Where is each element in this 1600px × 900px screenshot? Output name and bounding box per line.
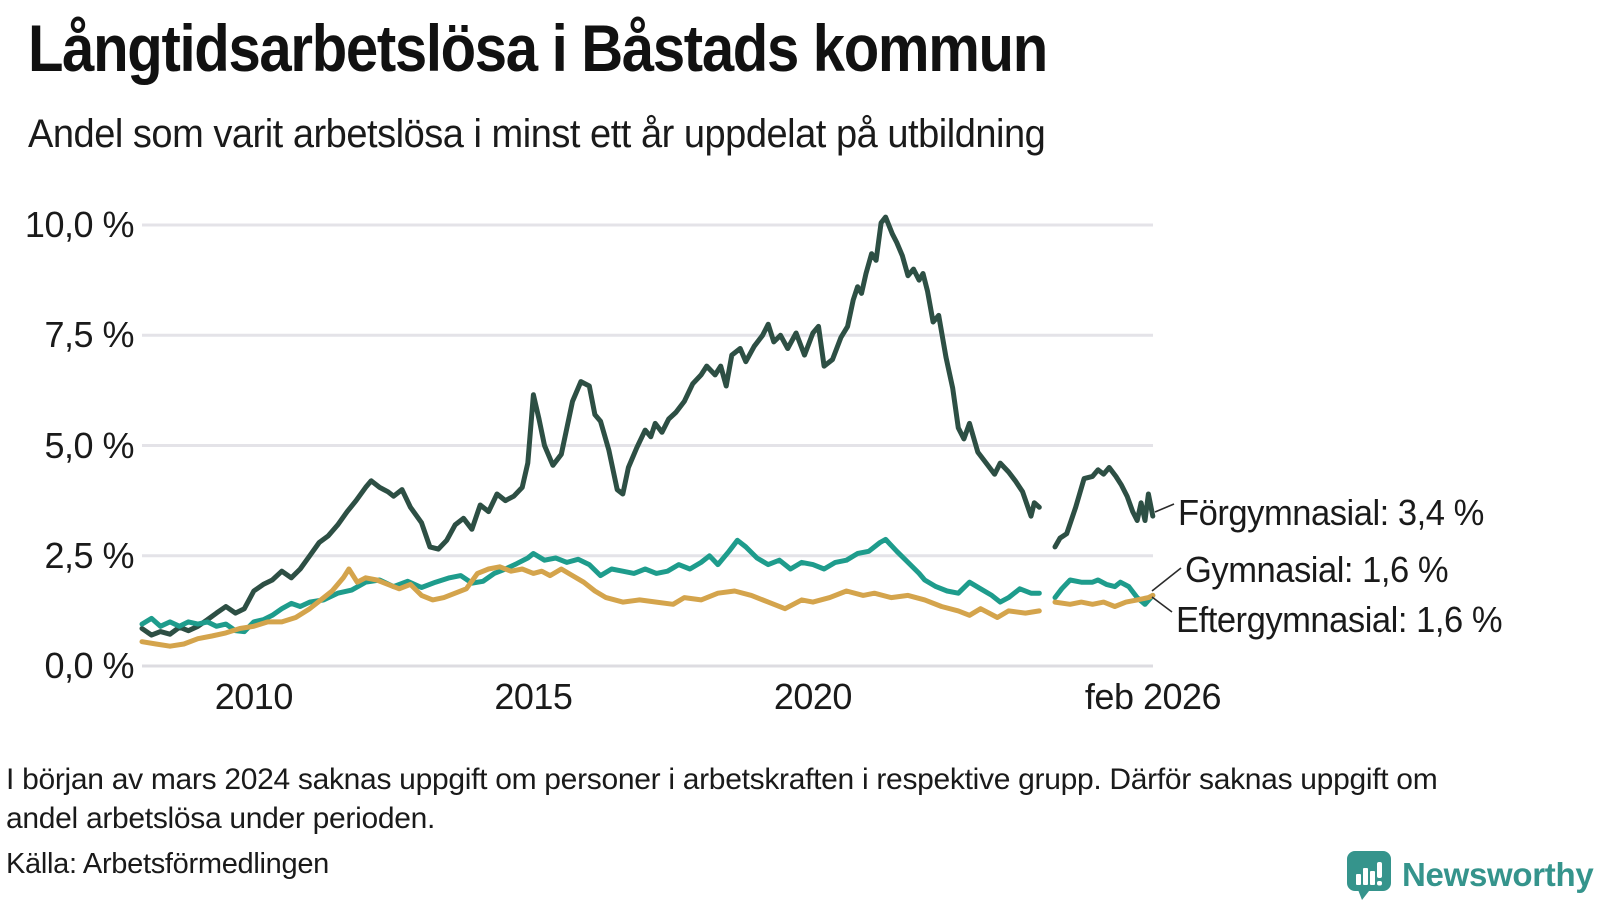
newsworthy-logo-text: Newsworthy: [1402, 856, 1594, 893]
series-end-label-eftergymnasial: Eftergymnasial: 1,6 %: [1176, 599, 1503, 640]
page-title: Långtidsarbetslösa i Båstads kommun: [28, 11, 1048, 85]
x-axis-tick-label: 2015: [494, 676, 573, 717]
x-axis-tick-label: 2010: [214, 676, 294, 717]
series-line-forgymnasial: [139, 214, 1042, 638]
series-line-forgymnasial: [1052, 465, 1156, 550]
series-line-gymnasial: [139, 536, 1042, 635]
label-connector-gymnasial: [1151, 567, 1182, 592]
footnote-line1: I början av mars 2024 saknas uppgift om …: [6, 763, 1438, 796]
y-axis-tick-label: 7,5 %: [44, 314, 134, 356]
y-axis-tick-label: 10,0 %: [24, 204, 135, 245]
newsworthy-logo-icon: [1347, 851, 1391, 900]
y-axis-tick-label: 2,5 %: [44, 534, 134, 576]
series-end-label-forgymnasial: Förgymnasial: 3,4 %: [1178, 492, 1484, 533]
newsworthy-logo: Newsworthy: [1346, 850, 1594, 900]
chart-subtitle: Andel som varit arbetslösa i minst ett å…: [28, 112, 1046, 156]
y-axis-tick-label: 5,0 %: [44, 424, 134, 466]
x-axis-tick-label: 2020: [773, 676, 853, 717]
series-line-eftergymnasial: [1052, 592, 1156, 609]
footnote-line2: andel arbetslösa under perioden.: [6, 802, 436, 835]
label-connector-forgymnasial: [1154, 503, 1175, 513]
source-note: Källa: Arbetsförmedlingen: [6, 848, 329, 880]
x-axis-tick-label: feb 2026: [1084, 676, 1222, 717]
series-line-eftergymnasial: [139, 564, 1042, 649]
y-axis-tick-label: 0,0 %: [44, 645, 134, 686]
series-end-label-gymnasial: Gymnasial: 1,6 %: [1185, 549, 1449, 590]
footnote: I början av mars 2024 saknas uppgift om …: [6, 760, 1566, 838]
label-connector-eftergymnasial: [1151, 596, 1173, 613]
